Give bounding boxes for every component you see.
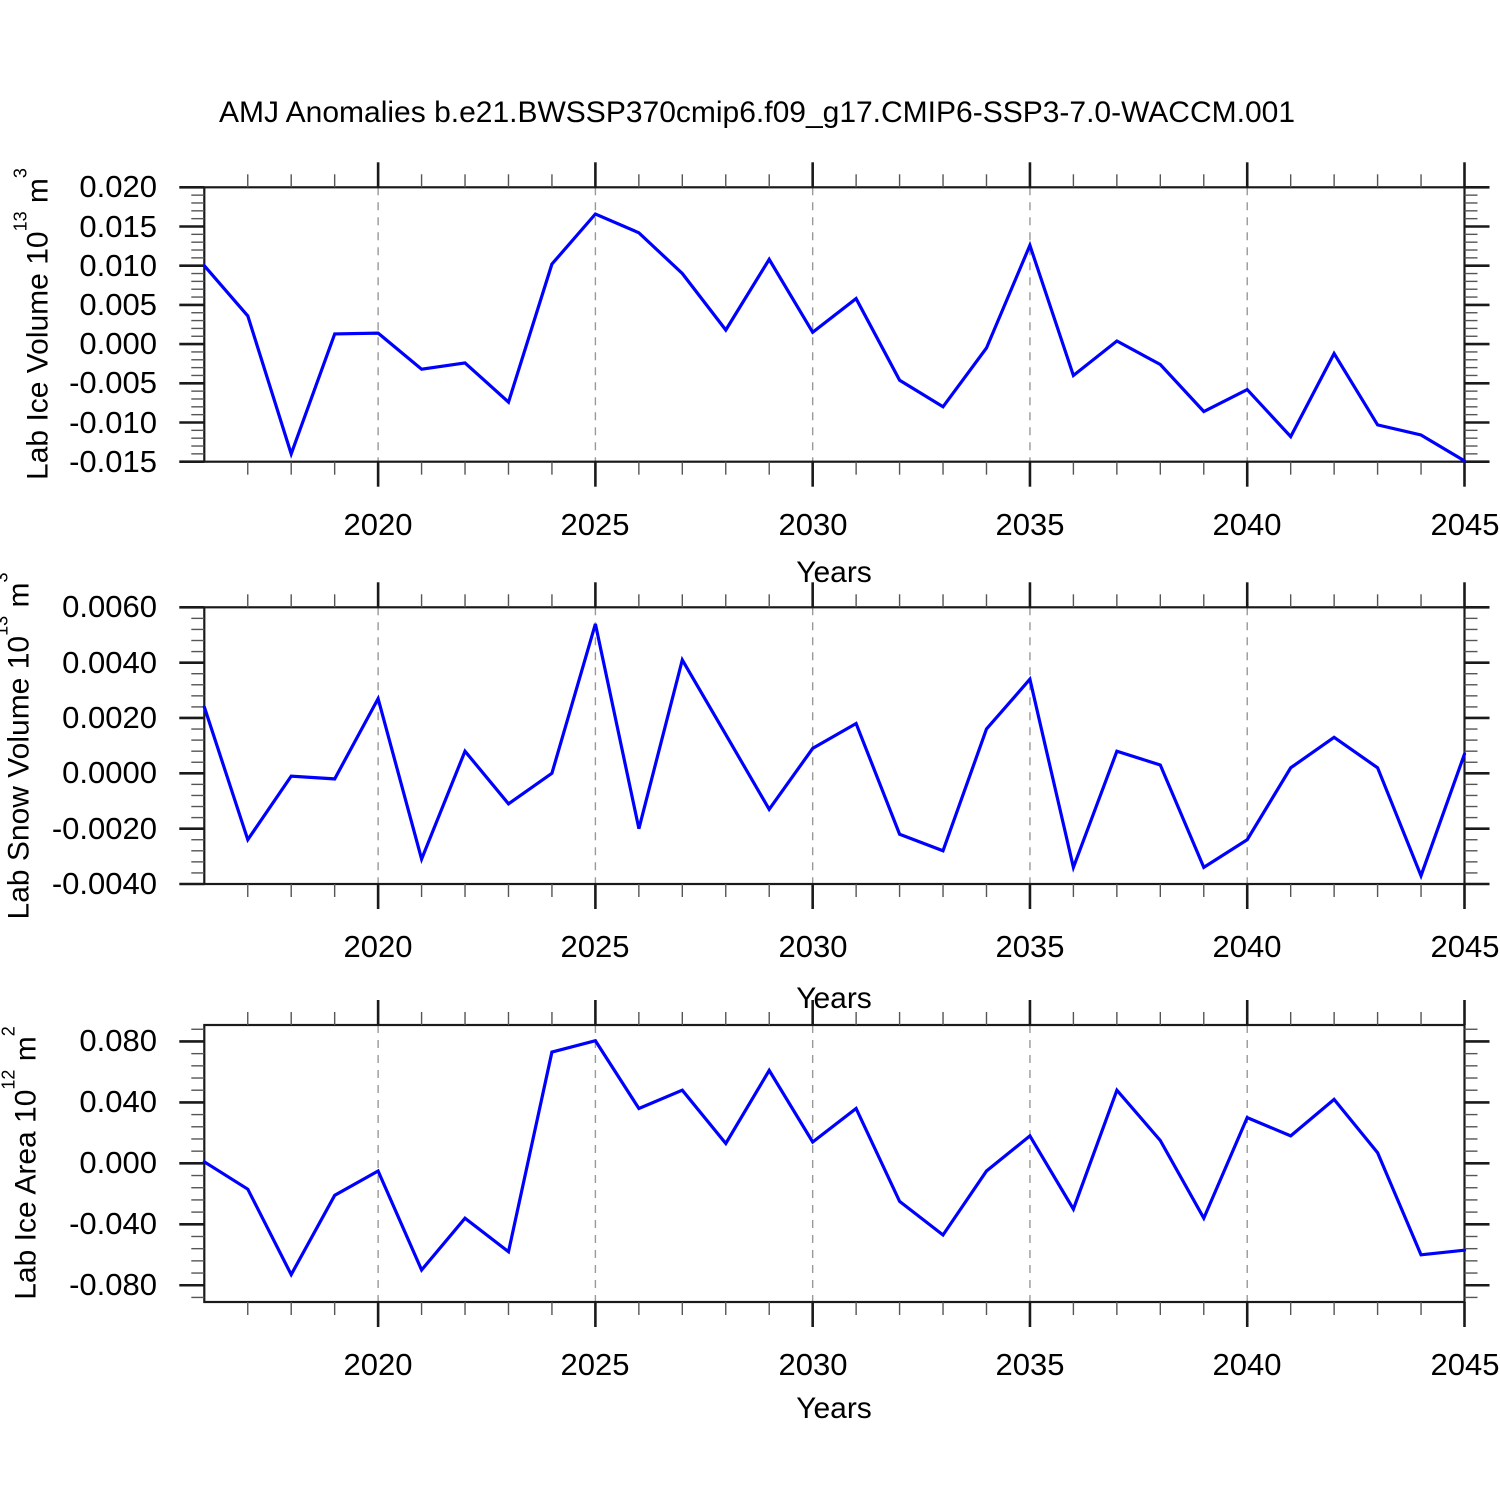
panel-2-frame: [203, 606, 1466, 886]
panel-1-frame: [203, 186, 1466, 463]
panel-1-data-line: [202, 212, 1467, 463]
panel-3-frame: [203, 1023, 1466, 1304]
panel-2-data-line: [202, 623, 1467, 881]
panel-3-data-line: [202, 1038, 1467, 1279]
